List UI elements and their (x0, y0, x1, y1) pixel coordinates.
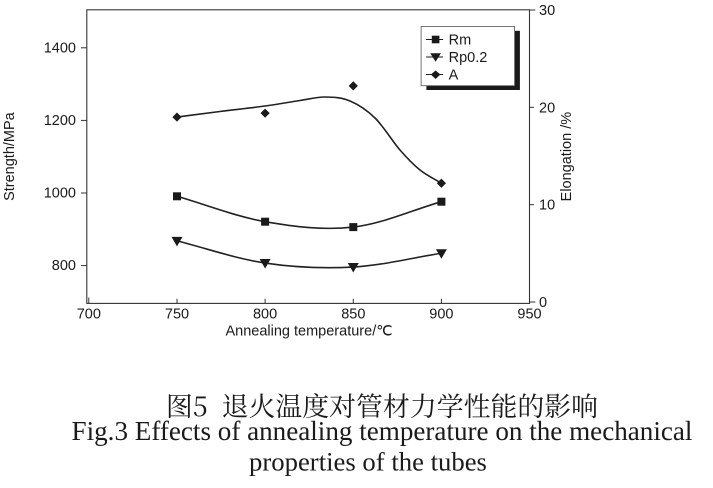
svg-text:Annealing temperature/℃: Annealing temperature/℃ (225, 324, 392, 340)
svg-text:Rm: Rm (449, 33, 472, 49)
svg-text:800: 800 (253, 307, 277, 323)
svg-text:Rp0.2: Rp0.2 (449, 50, 488, 66)
svg-text:Elongation /%: Elongation /% (559, 112, 575, 202)
svg-text:Fig.3 Effects of annealing tem: Fig.3 Effects of annealing temperature o… (72, 416, 693, 446)
svg-text:30: 30 (539, 3, 555, 19)
svg-text:Strength/MPa: Strength/MPa (2, 111, 18, 201)
svg-text:1200: 1200 (44, 113, 76, 129)
svg-text:950: 950 (517, 307, 541, 323)
svg-text:1000: 1000 (44, 186, 76, 202)
svg-text:750: 750 (165, 307, 189, 323)
svg-text:properties of the tubes: properties of the tubes (249, 446, 487, 476)
svg-text:850: 850 (341, 307, 365, 323)
svg-text:20: 20 (539, 100, 555, 116)
svg-text:1400: 1400 (44, 40, 76, 56)
svg-text:700: 700 (77, 307, 101, 323)
svg-text:800: 800 (52, 258, 76, 274)
svg-text:0: 0 (539, 295, 547, 311)
svg-text:900: 900 (429, 307, 453, 323)
svg-text:10: 10 (539, 198, 555, 214)
svg-text:A: A (449, 68, 459, 84)
